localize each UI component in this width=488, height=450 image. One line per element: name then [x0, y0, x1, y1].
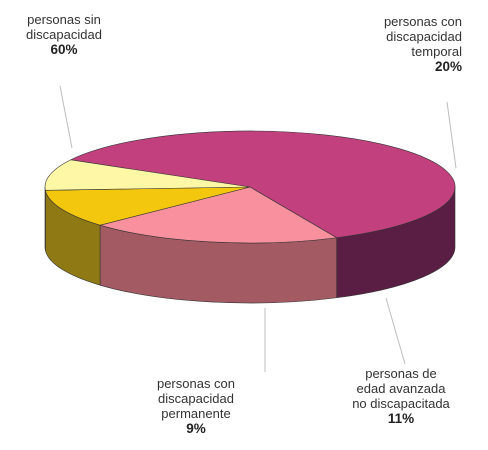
label-line: permanente: [161, 406, 231, 421]
label-line: temporal: [411, 44, 462, 59]
percent-value: 20%: [434, 59, 462, 74]
label-line: personas con: [156, 376, 236, 391]
pie-tops: [44, 130, 456, 244]
label-line: discapacidad: [158, 391, 234, 406]
pie-slice-discapacidad-permanente: [44, 159, 251, 191]
leader-line-edad-avanzada: [385, 297, 406, 365]
label-line: personas de: [365, 366, 437, 381]
percent-value: 11%: [387, 411, 415, 426]
label-line: no discapacitada: [352, 396, 450, 411]
label-edad-avanzada: personas de edad avanzada no discapacita…: [340, 366, 462, 426]
pie-slice-discapacidad-temporal: [98, 186, 338, 244]
pie-slice-sin-discapacidad: [69, 130, 456, 239]
label-line: edad avanzada: [356, 381, 446, 396]
percent-value: 60%: [50, 42, 78, 57]
percent-value: 9%: [186, 421, 206, 436]
label-line: personas con: [383, 14, 462, 29]
label-discapacidad-temporal: personas con discapacidad temporal 20%: [366, 14, 462, 74]
label-discapacidad-permanente: personas con discapacidad permanente 9%: [140, 376, 252, 436]
pie-slice-edad-avanzada: [44, 186, 251, 226]
label-line: personas sin: [27, 12, 101, 27]
leader-line-discapacidad-temporal: [446, 101, 457, 169]
label-line: discapacidad: [26, 27, 102, 42]
leader-lines: [59, 85, 457, 372]
label-line: discapacidad: [386, 29, 462, 44]
pie-sides: [44, 186, 456, 304]
label-sin-discapacidad: personas sin discapacidad 60%: [8, 12, 120, 57]
leader-line-sin-discapacidad: [59, 85, 73, 149]
